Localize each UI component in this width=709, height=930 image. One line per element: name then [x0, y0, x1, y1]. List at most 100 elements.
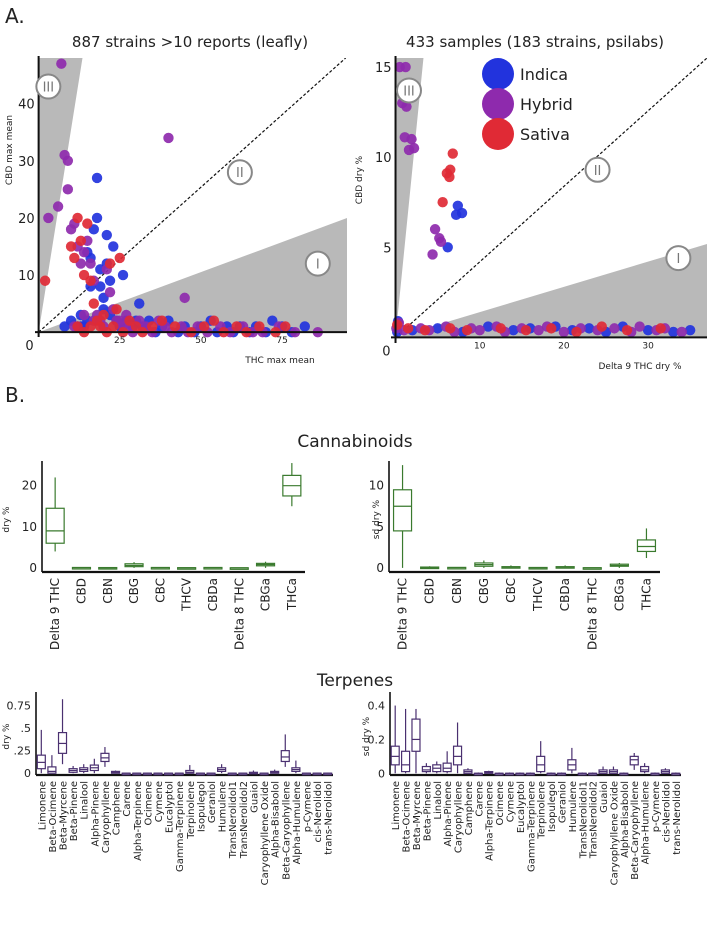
scatter-leafly-ylabel: CBD max mean [5, 115, 15, 185]
point-hybrid [406, 133, 417, 145]
category-label: Beta-Caryophyllene [281, 781, 292, 880]
point-sativa [445, 323, 456, 334]
point-sativa [156, 315, 168, 326]
y-tick-label: 0 [24, 767, 31, 780]
region-i-shade [38, 218, 347, 333]
box-terpinolene [536, 741, 546, 774]
point-hybrid [609, 323, 620, 334]
box-thca [282, 463, 302, 507]
box-cymene [504, 772, 515, 776]
point-hybrid [634, 321, 645, 332]
point-sativa [65, 241, 77, 252]
box-body [536, 755, 546, 773]
box-linalool [79, 764, 89, 774]
category-label: Beta-Myrcene [59, 781, 70, 850]
point-indica [134, 298, 145, 309]
box-transnerolidol1 [227, 772, 237, 776]
category-label: CBC [504, 578, 518, 603]
category-label: THCa [285, 578, 299, 611]
region-label: III [43, 81, 55, 96]
category-label: Gamma-Terpinene [175, 781, 186, 872]
category-label: TransNerolidol1 [228, 781, 239, 859]
box-thcv [177, 567, 197, 570]
legend-hybrid-marker [482, 88, 514, 120]
box-beta-ocimene [47, 755, 57, 774]
y-tick-label: 0 [29, 561, 37, 575]
box-cbda [555, 565, 575, 569]
y-tick-label: 10 [369, 479, 384, 493]
y-axis-label: sd dry % [372, 499, 382, 539]
category-label: Guaiol [249, 781, 260, 813]
category-label: CBG [127, 578, 141, 604]
region-label: II [594, 164, 602, 179]
x-tick-label: 25 [114, 336, 125, 346]
category-label: Alpha-Bisabolol [620, 781, 631, 858]
box-cbd [71, 566, 92, 570]
region-marker [35, 73, 62, 100]
box-cbc [150, 566, 170, 570]
legend-sativa-label: Sativa [520, 125, 570, 144]
box-beta-caryophyllene [280, 734, 290, 767]
point-sativa [147, 321, 158, 332]
point-indica [104, 275, 116, 286]
category-label: Alpha-Humulene [292, 781, 303, 864]
region-iii-shade [395, 58, 424, 338]
point-sativa [402, 323, 414, 334]
box-cbn [98, 566, 118, 570]
category-label: Terpinolene [537, 781, 548, 840]
x-tick-label: 30 [642, 341, 654, 351]
y-tick-label: 10 [22, 520, 37, 534]
box-carene [473, 772, 483, 776]
box-transnerolidol1 [577, 772, 587, 776]
box-linalool [432, 761, 442, 774]
y-axis-label: sd dry % [362, 716, 372, 756]
legend-hybrid-label: Hybrid [520, 95, 573, 114]
box-alpha-pinene [442, 751, 452, 774]
y-tick-label: 0.75 [7, 700, 32, 713]
y-tick-label: 0.2 [368, 733, 386, 746]
box-caryophyllene [452, 722, 463, 774]
point-indica [450, 209, 462, 221]
category-label: Carene [474, 781, 485, 817]
panel-label-b: B. [5, 383, 25, 407]
y-tick-label: 5 [383, 241, 391, 256]
region-i-shade [395, 243, 707, 338]
category-label: cis-Nerolidol [661, 781, 672, 843]
category-label: THCV [180, 577, 194, 612]
box-thcv [528, 566, 548, 570]
point-sativa [621, 324, 633, 336]
point-indica [108, 241, 119, 252]
point-sativa [520, 324, 532, 336]
category-label: Delta 8 THC [232, 578, 246, 650]
box-eucalyptol [163, 772, 174, 776]
category-label: CBD [74, 578, 88, 604]
category-label: Gamma-Terpinene [526, 781, 537, 872]
point-sativa [111, 304, 122, 315]
box-cymene [153, 772, 163, 776]
box-camphene [463, 768, 473, 774]
point-hybrid [435, 236, 447, 248]
point-sativa [437, 197, 448, 208]
point-sativa [447, 148, 458, 159]
category-label: Linalool [80, 781, 91, 820]
point-indica [508, 324, 519, 336]
scatter-psilabs-regions [395, 58, 707, 338]
scatter-psilabs-xlabel: Delta 9 THC dry % [598, 362, 681, 372]
category-label: CBDa [206, 578, 220, 611]
box-body [629, 755, 639, 766]
category-label: Beta-Ocimene [48, 781, 59, 852]
region-marker [226, 159, 253, 186]
category-label: trans-Nerolidol [672, 781, 683, 855]
category-label: Guaiol [599, 781, 610, 813]
point-sativa [72, 212, 83, 224]
point-sativa [280, 321, 291, 332]
box-gamma-terpinene [174, 772, 184, 776]
point-hybrid [85, 258, 96, 269]
category-label: Delta 9 THC [48, 578, 62, 650]
y-tick-label: 0 [378, 767, 385, 780]
box-caryophyllene [100, 747, 110, 767]
point-sativa [114, 252, 125, 264]
category-label: CBGa [259, 578, 273, 611]
category-label: Eucalyptol [516, 781, 527, 833]
